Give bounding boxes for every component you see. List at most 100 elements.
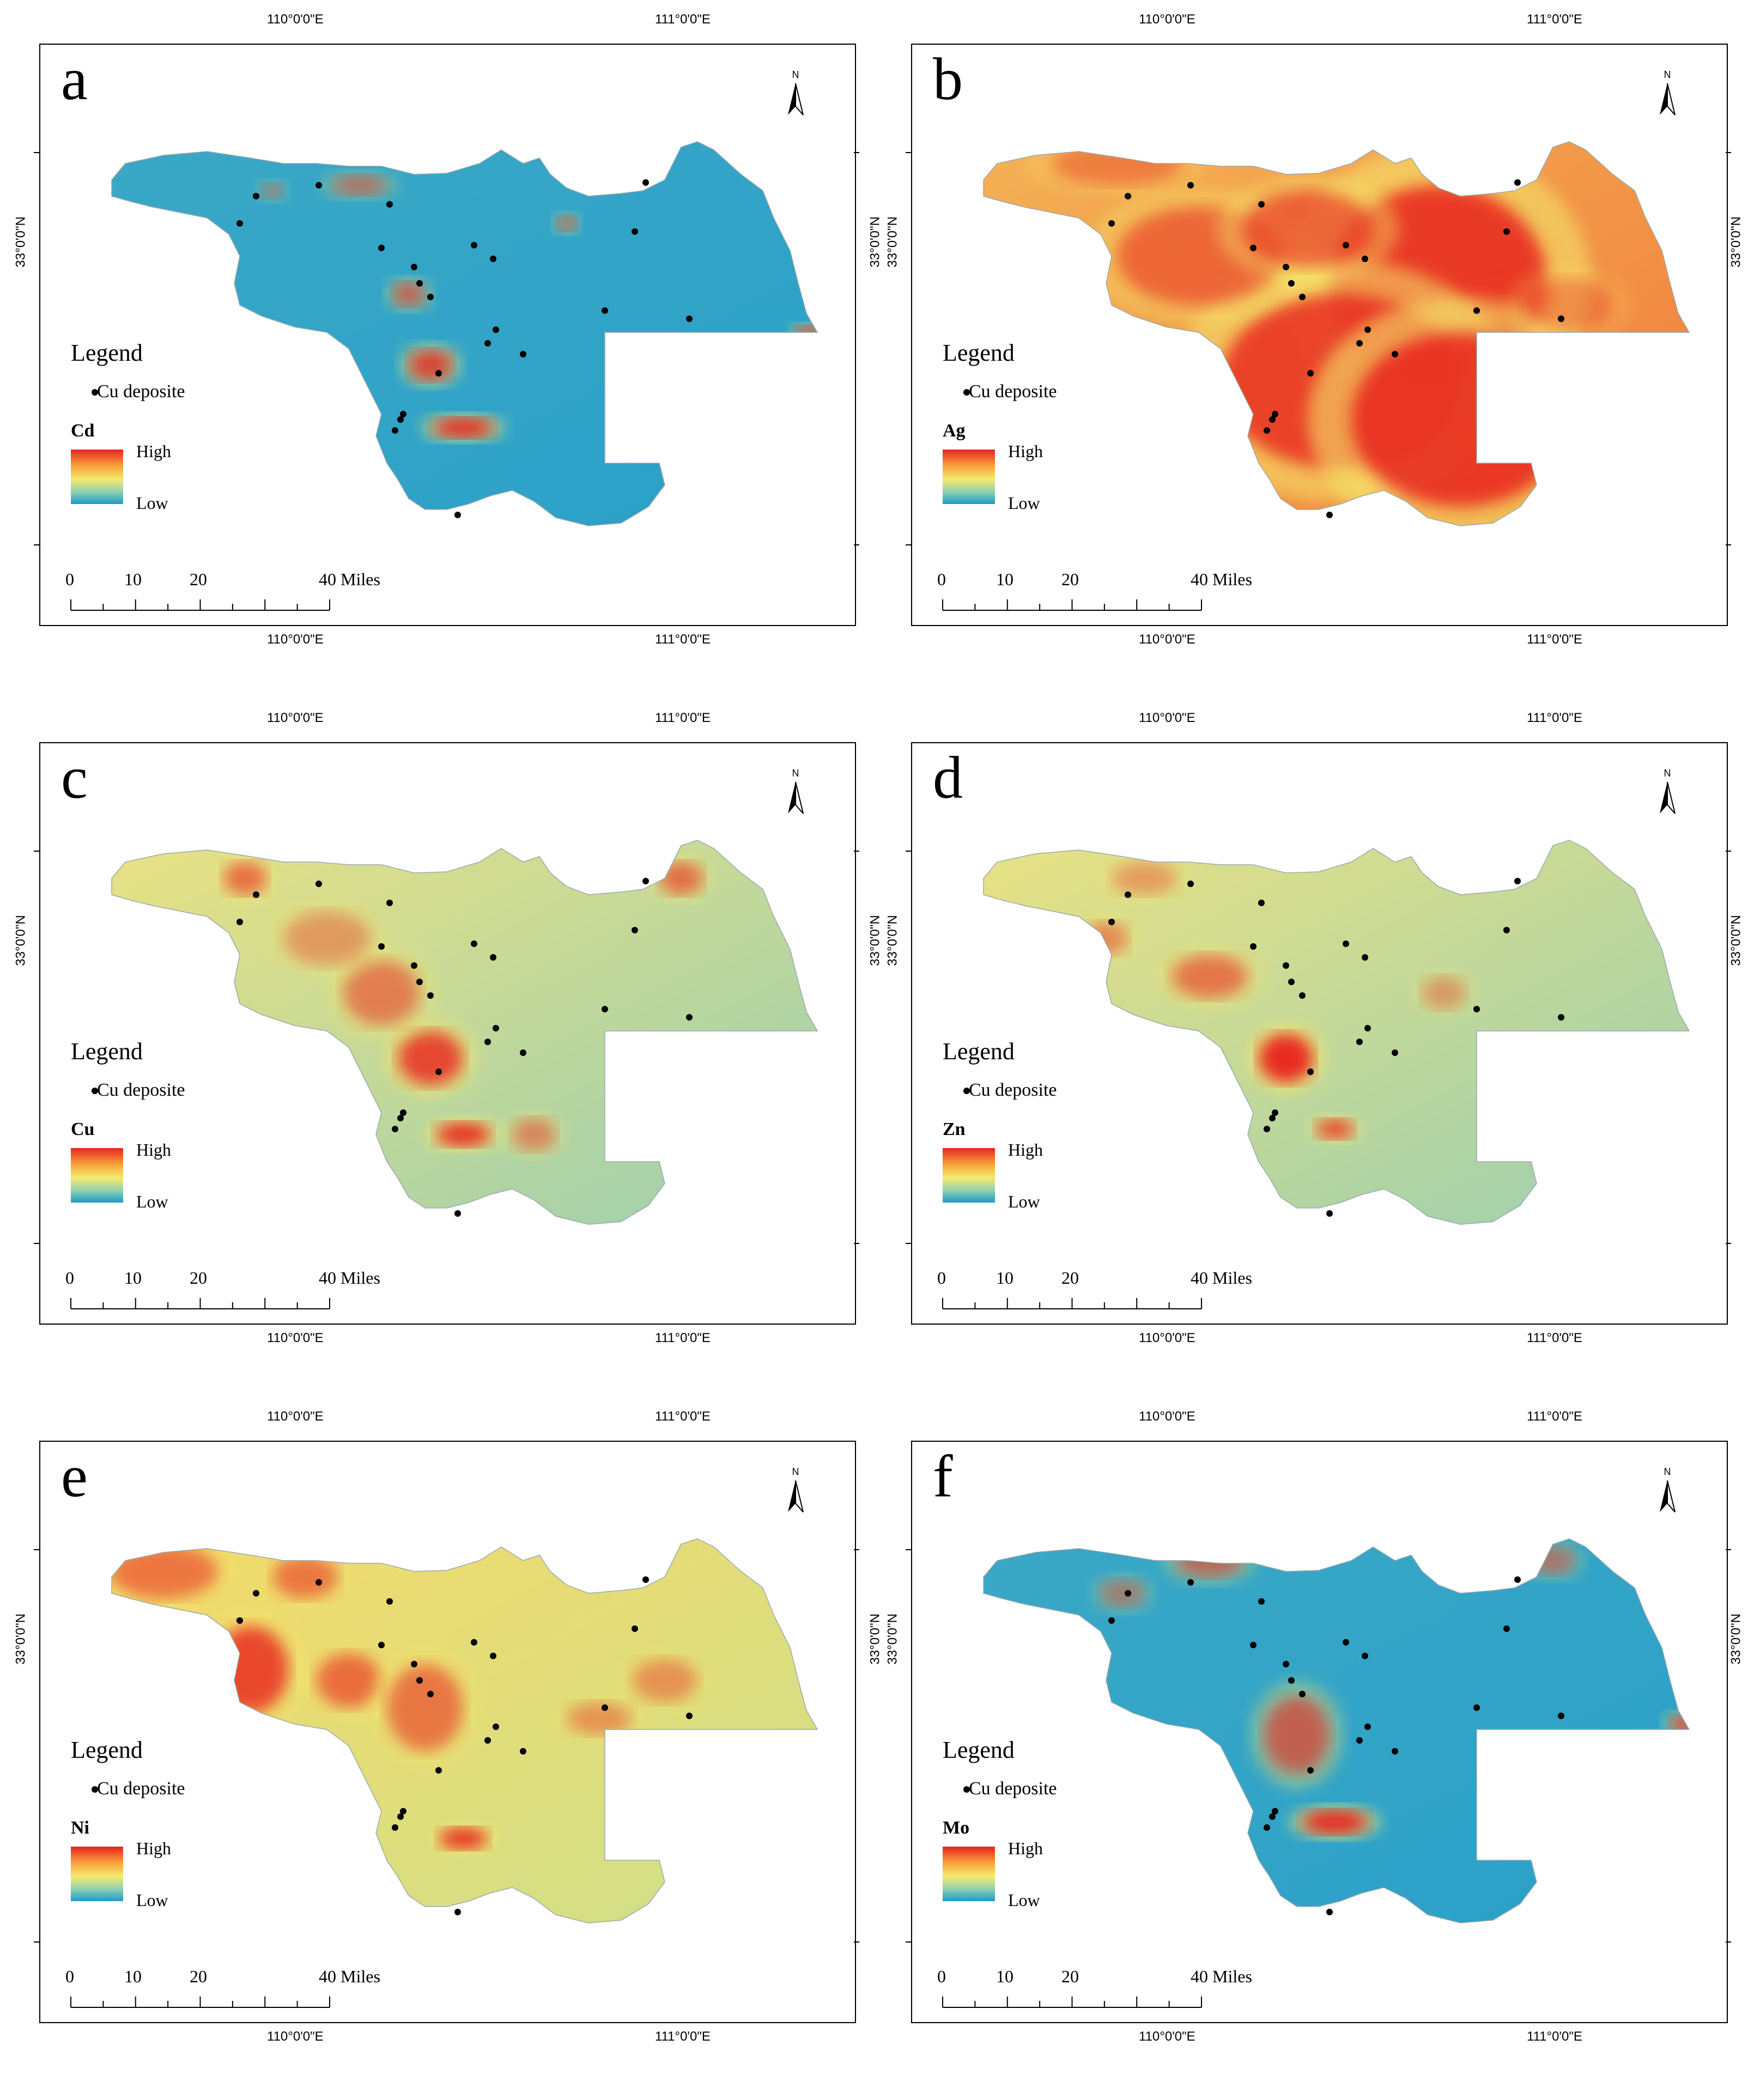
north-label: N: [792, 69, 799, 80]
legend-deposit-label: Cu deposite: [97, 1080, 185, 1100]
cu-deposit-marker: [1250, 1642, 1257, 1648]
legend-deposit-label: Cu deposite: [969, 1779, 1057, 1799]
cu-deposit-marker: [632, 927, 638, 933]
cu-deposit-marker: [378, 943, 385, 950]
cu-deposit-marker: [454, 1909, 461, 1915]
anomaly-core: [1264, 1697, 1330, 1773]
cu-deposit-marker: [315, 182, 322, 189]
anomaly-core: [1084, 922, 1128, 955]
cu-deposit-marker: [1283, 962, 1289, 969]
longitude-label-111: 111°0'0"E: [1527, 1409, 1582, 1424]
scale-label-10: 10: [124, 1967, 142, 1986]
cu-deposit-marker: [253, 891, 259, 898]
anomaly-core: [1316, 1119, 1354, 1139]
anomaly-core: [213, 1626, 289, 1713]
map-panel-a: 110°0'0"E 111°0'0"E 110°0'0"E 111°0'0"E …: [0, 0, 883, 703]
map-panel-e: 110°0'0"E 111°0'0"E 110°0'0"E 111°0'0"E …: [0, 1397, 883, 2100]
longitude-label-111-bottom: 111°0'0"E: [1527, 1331, 1582, 1345]
cu-deposit-marker: [416, 1677, 423, 1684]
legend-deposit-label: Cu deposite: [969, 381, 1057, 402]
north-label: N: [1664, 69, 1671, 80]
cu-deposit-marker: [1503, 228, 1510, 235]
longitude-label-110: 110°0'0"E: [1139, 1409, 1195, 1424]
legend-element-label: Cu: [71, 1119, 95, 1139]
anomaly-core: [343, 960, 420, 1025]
cu-deposit-marker: [1362, 1653, 1368, 1659]
panel-letter: b: [933, 46, 963, 112]
cu-deposit-marker: [1264, 1126, 1270, 1132]
cu-deposit-marker: [493, 326, 499, 333]
concentration-surface: [984, 840, 1689, 1224]
anomaly-core: [387, 1664, 463, 1751]
cu-deposit-marker: [1187, 881, 1194, 887]
scale-bar: [70, 1298, 330, 1309]
anomaly-core: [392, 282, 425, 306]
cu-deposit-marker: [1326, 1909, 1333, 1915]
cu-deposit-marker: [490, 954, 496, 961]
cu-deposit-marker: [1503, 1625, 1510, 1632]
cu-deposit-marker: [454, 1210, 461, 1217]
cu-deposit-marker: [642, 1576, 649, 1583]
cu-deposit-marker: [520, 1049, 526, 1056]
cu-deposit-marker: [602, 1006, 608, 1012]
ramp-low-label: Low: [1008, 1192, 1040, 1211]
cu-deposit-marker: [1356, 340, 1363, 347]
scale-label-20: 20: [190, 1268, 207, 1288]
longitude-label-111-bottom: 111°0'0"E: [655, 1331, 711, 1345]
cu-deposit-marker: [427, 992, 434, 999]
cu-deposit-marker: [435, 1069, 442, 1075]
cu-deposit-marker: [236, 1617, 243, 1624]
color-ramp: [943, 1148, 995, 1203]
legend-title: Legend: [943, 1737, 1015, 1763]
scale-label-20: 20: [1061, 1268, 1079, 1288]
map-panel-f: 110°0'0"E 111°0'0"E 110°0'0"E 111°0'0"E …: [872, 1397, 1744, 2100]
concentration-surface: [984, 1539, 1689, 1923]
cu-deposit-marker: [1125, 193, 1131, 199]
scale-label-end: 40 Miles: [1191, 569, 1252, 589]
anomaly-core: [567, 1702, 632, 1735]
longitude-label-111: 111°0'0"E: [1527, 12, 1582, 27]
anomaly-core: [316, 1653, 381, 1708]
cu-deposit-marker: [1269, 1115, 1276, 1121]
color-ramp: [943, 1847, 995, 1901]
scale-label-end: 40 Miles: [319, 569, 380, 589]
longitude-label-111: 111°0'0"E: [1527, 711, 1582, 725]
scale-label-20: 20: [190, 1967, 207, 1986]
longitude-label-111: 111°0'0"E: [655, 711, 711, 725]
concentration-surface: [112, 1539, 817, 1923]
cu-deposit-marker: [1473, 1704, 1480, 1711]
cu-deposit-marker: [520, 1748, 526, 1755]
cu-deposit-marker: [1558, 315, 1564, 322]
anomaly-core: [512, 1118, 556, 1151]
legend-deposit-label: Cu deposite: [97, 381, 185, 402]
anomaly-core: [1526, 278, 1613, 332]
longitude-label-110: 110°0'0"E: [267, 12, 324, 27]
cu-deposit-marker: [490, 256, 496, 262]
legend-element-label: Zn: [943, 1119, 966, 1139]
cu-deposit-marker: [493, 1025, 499, 1031]
anomaly-core: [332, 175, 387, 195]
legend-title: Legend: [943, 1038, 1015, 1065]
cu-deposit-marker: [1299, 294, 1306, 300]
cu-deposit-marker: [493, 1723, 499, 1730]
ramp-low-label: Low: [136, 1890, 168, 1910]
cu-deposit-marker: [1125, 1590, 1131, 1597]
scale-label-end: 40 Miles: [319, 1967, 380, 1986]
north-label: N: [1664, 1466, 1671, 1477]
longitude-label-110: 110°0'0"E: [1139, 12, 1195, 27]
scale-label-20: 20: [190, 569, 207, 589]
color-ramp: [943, 450, 995, 504]
study-area-outline: [983, 840, 1690, 1225]
cu-deposit-marker: [1392, 1748, 1398, 1755]
legend-title: Legend: [71, 1737, 143, 1763]
cu-deposit-marker: [1299, 1691, 1306, 1697]
deposit-marker-icon: [963, 1786, 970, 1793]
cu-deposit-marker: [397, 416, 404, 423]
cu-deposit-marker: [1514, 878, 1521, 884]
cu-deposit-marker: [1473, 307, 1480, 314]
anomaly-core: [557, 216, 576, 231]
study-area-outline: [111, 840, 818, 1225]
panel-letter: e: [61, 1443, 88, 1509]
scale-label-end: 40 Miles: [1191, 1967, 1252, 1986]
study-area-outline: [111, 141, 818, 526]
